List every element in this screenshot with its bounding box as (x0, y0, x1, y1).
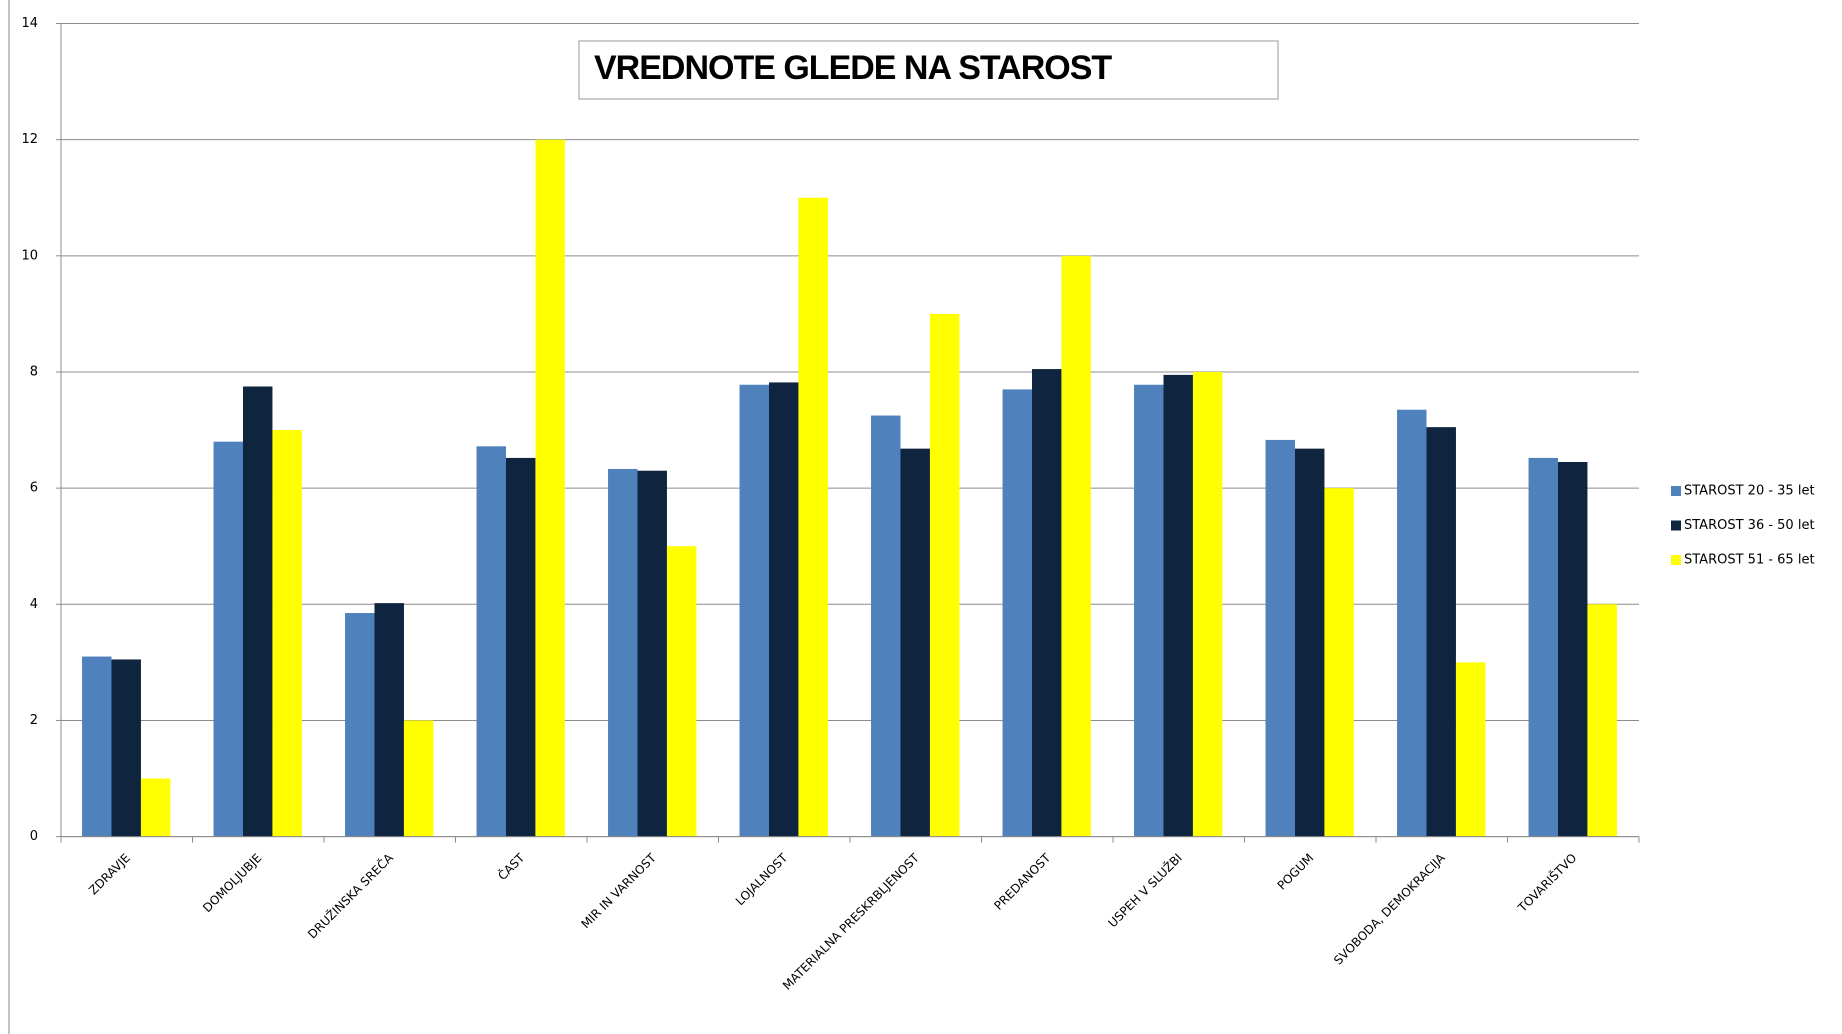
bar (900, 448, 930, 837)
bar (1587, 604, 1617, 837)
y-tick-label: 8 (30, 364, 38, 379)
x-tick-label: LOJALNOST (733, 850, 791, 908)
bar (1528, 457, 1558, 837)
bar (535, 139, 565, 837)
chart-title: VREDNOTE GLEDE NA STAROST (594, 49, 1112, 87)
bar (82, 656, 112, 837)
bar (374, 603, 404, 837)
y-tick-label: 6 (30, 481, 38, 496)
legend-swatch (1671, 486, 1681, 496)
bar (1294, 448, 1325, 837)
x-tick-label: DRUŽINSKA SREČA (304, 850, 396, 942)
legend-label: STAROST 20 - 35 let (1684, 484, 1815, 499)
legend-label: STAROST 36 - 50 let (1684, 518, 1815, 533)
bar (505, 457, 536, 837)
legend-swatch (1671, 555, 1681, 565)
x-tick-label: SVOBODA, DEMOKRACIJA (1331, 850, 1448, 967)
x-tick-label: PREDANOST (991, 850, 1054, 913)
x-tick-label: MIR IN VARNOST (578, 850, 659, 931)
bar (1031, 369, 1062, 837)
bar (1163, 374, 1193, 837)
x-tick-label: TOVARIŠTVO (1514, 850, 1579, 915)
bar (768, 382, 799, 837)
bar (403, 720, 434, 837)
bar (345, 612, 375, 837)
bar (637, 470, 667, 837)
bar (140, 778, 171, 837)
bar (111, 659, 141, 837)
x-tick-label: DOMOLJUBJE (200, 851, 264, 915)
x-tick-label: ZDRAVJE (86, 851, 133, 898)
y-tick-label: 2 (30, 713, 38, 728)
bar (242, 386, 273, 837)
bar (1002, 389, 1032, 837)
bar (213, 441, 243, 837)
legend-swatch (1671, 520, 1681, 531)
bar (1265, 439, 1295, 837)
bar (1426, 427, 1456, 837)
x-tick-label: MATERIALNA PRESKRBLJENOST (780, 850, 922, 992)
bar (1455, 662, 1486, 837)
y-tick-label: 10 (21, 248, 38, 263)
bar (608, 468, 638, 837)
title-box (578, 40, 1279, 100)
bar (1557, 461, 1588, 837)
bar (272, 430, 302, 837)
y-tick-label: 0 (30, 829, 38, 844)
bar (1134, 384, 1164, 837)
bar (1061, 255, 1091, 837)
x-tick-label: ČAST (494, 850, 527, 883)
y-tick-label: 4 (30, 597, 38, 612)
bar (1324, 488, 1354, 837)
bar (1192, 371, 1223, 837)
bar (666, 546, 697, 837)
x-tick-label: USPEH V SLUŽBI (1105, 850, 1185, 930)
y-tick-label: 12 (21, 132, 38, 147)
legend-label: STAROST 51 - 65 let (1684, 553, 1815, 568)
bar (871, 415, 901, 837)
y-tick-label: 14 (21, 16, 38, 31)
bar (1397, 409, 1427, 837)
bar (929, 313, 960, 837)
bar (798, 197, 828, 837)
x-tick-label: POGUM (1275, 851, 1317, 893)
bar (739, 384, 769, 837)
bar (476, 446, 506, 837)
